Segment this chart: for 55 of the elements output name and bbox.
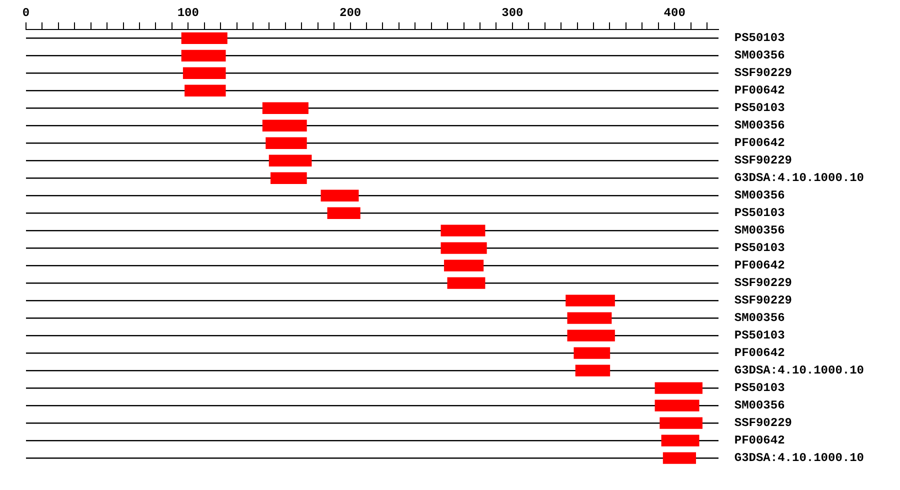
y-tick-label: PS50103 (734, 206, 785, 220)
y-tick-label: PF00642 (734, 136, 785, 150)
y-tick-label: PF00642 (734, 434, 785, 448)
x-tick-label: 400 (664, 6, 686, 20)
x-tick-label: 200 (339, 6, 362, 20)
y-tick-label: PS50103 (734, 31, 785, 46)
y-tick-label: SM00356 (734, 311, 785, 326)
bar (327, 207, 360, 219)
y-tick-label: PS50103 (734, 328, 785, 343)
bar (181, 50, 226, 62)
bar (654, 400, 700, 412)
bar (184, 84, 226, 96)
y-tick-label: SM00356 (734, 224, 785, 238)
y-tick-label: G3DSA:4.10.1000.10 (734, 451, 864, 466)
y-tick-label: PS50103 (734, 101, 785, 116)
bar (447, 277, 486, 289)
y-tick-label: PF00642 (734, 346, 785, 360)
y-tick-label: SM00356 (734, 48, 785, 63)
bar (660, 417, 702, 429)
y-tick-label: G3DSA:4.10.1000.10 (734, 364, 864, 378)
y-tick-label: SM00356 (734, 398, 785, 413)
bar (262, 120, 307, 132)
bar (320, 190, 359, 202)
y-tick-label: SSF90229 (734, 154, 792, 168)
bar (567, 330, 615, 342)
y-tick-label: G3DSA:4.10.1000.10 (734, 171, 864, 186)
y-tick-label: SM00356 (734, 118, 785, 133)
y-tick-label: SSF90229 (734, 276, 792, 290)
bar (575, 364, 610, 376)
y-tick-label: PS50103 (734, 381, 785, 396)
x-tick-label: 300 (502, 6, 524, 20)
bar (566, 294, 615, 306)
x-tick-label: 0 (22, 6, 30, 20)
bar (268, 154, 312, 166)
bar (444, 260, 484, 272)
bar (270, 172, 307, 184)
bar (266, 137, 307, 149)
bar (262, 102, 308, 114)
bar (440, 242, 487, 254)
bar (654, 382, 702, 394)
bar (182, 67, 226, 79)
y-tick-label: PF00642 (734, 84, 785, 98)
bar (661, 434, 700, 446)
bar (567, 312, 612, 324)
y-tick-label: SM00356 (734, 188, 785, 203)
y-tick-label: PF00642 (734, 258, 785, 273)
bar (181, 32, 228, 44)
bar (440, 224, 486, 236)
y-tick-label: SSF90229 (734, 416, 792, 430)
bar (662, 452, 696, 464)
bar (574, 347, 610, 359)
y-tick-label: PS50103 (734, 241, 785, 256)
x-tick-label: 100 (177, 6, 199, 20)
y-tick-label: SSF90229 (734, 294, 792, 308)
y-tick-label: SSF90229 (734, 66, 792, 80)
